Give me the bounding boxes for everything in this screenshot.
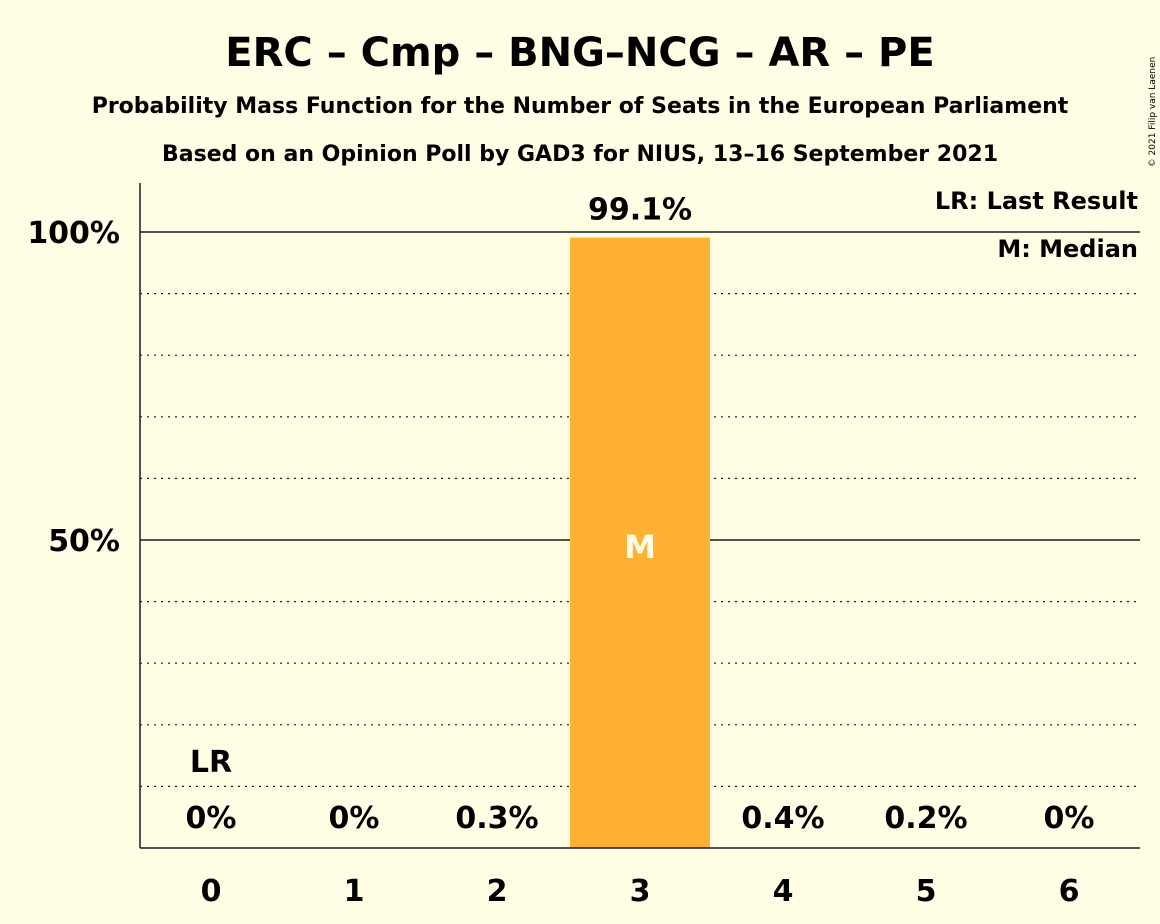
markers: LR M [190, 528, 656, 780]
x-tick-label-4: 4 [773, 874, 794, 909]
bar-3 [570, 237, 710, 848]
y-tick-labels: 50% 100% [27, 216, 120, 559]
x-tick-label-0: 0 [201, 874, 222, 909]
copyright-text: © 2021 Filip van Laenen [1148, 57, 1158, 168]
y-tick-label: 50% [48, 524, 120, 559]
median-marker: M [624, 528, 656, 566]
bars [570, 237, 710, 848]
legend-last-result: LR: Last Result [935, 187, 1138, 215]
x-tick-label-1: 1 [344, 874, 365, 909]
grid-lines [140, 231, 1140, 788]
y-tick-label: 100% [27, 216, 120, 251]
x-tick-labels: 0 1 2 3 4 5 6 [201, 874, 1080, 909]
chart-subtitle-2: Based on an Opinion Poll by GAD3 for NIU… [162, 142, 998, 167]
chart-title: ERC – Cmp – BNG–NCG – AR – PE [225, 30, 934, 76]
data-label-4: 0.4% [741, 801, 824, 836]
x-tick-label-5: 5 [916, 874, 937, 909]
data-labels: 0% 0% 0.3% 99.1% 0.4% 0.2% 0% [186, 193, 1095, 836]
legend-median: M: Median [997, 235, 1138, 263]
last-result-marker: LR [190, 745, 232, 780]
x-tick-label-6: 6 [1059, 874, 1080, 909]
x-tick-label-3: 3 [630, 874, 651, 909]
data-label-0: 0% [186, 801, 237, 836]
chart-subtitle-1: Probability Mass Function for the Number… [92, 94, 1069, 119]
data-label-6: 0% [1044, 801, 1095, 836]
data-label-5: 0.2% [884, 801, 967, 836]
x-tick-label-2: 2 [487, 874, 508, 909]
data-label-1: 0% [329, 801, 380, 836]
data-label-3: 99.1% [588, 193, 692, 228]
data-label-2: 0.3% [455, 801, 538, 836]
